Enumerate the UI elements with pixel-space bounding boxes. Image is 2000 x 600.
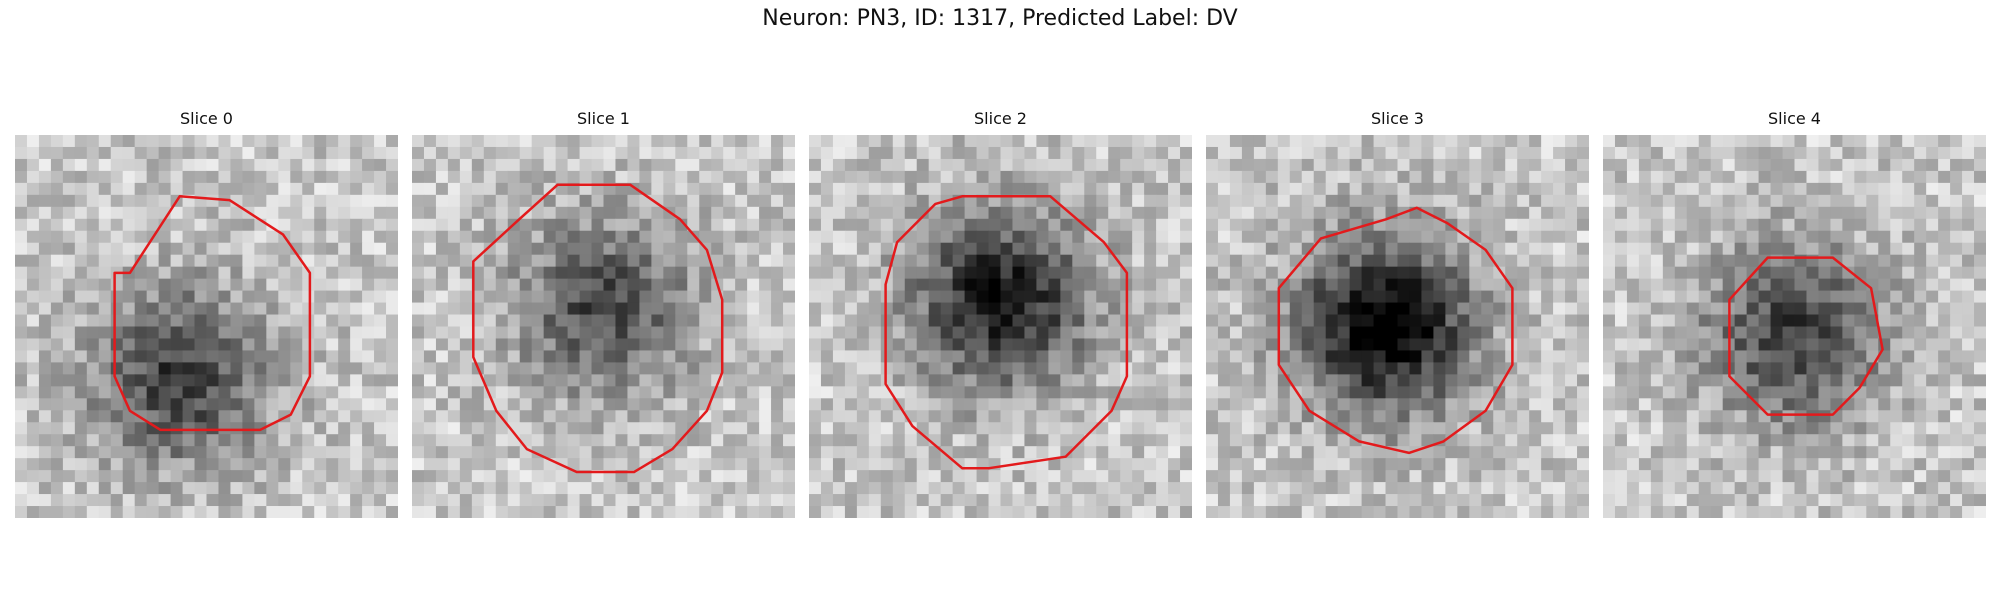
figure-title: Neuron: PN3, ID: 1317, Predicted Label: … xyxy=(762,6,1238,31)
slice-image-0 xyxy=(15,135,398,518)
slice-title-2: Slice 2 xyxy=(974,109,1027,128)
pixel-mosaic xyxy=(15,135,398,518)
slice-title-3: Slice 3 xyxy=(1371,109,1424,128)
pixel-mosaic xyxy=(809,135,1192,518)
slice-title-4: Slice 4 xyxy=(1768,109,1821,128)
roi-contour xyxy=(1728,256,1884,416)
slice-panel-4: Slice 4 xyxy=(1603,107,1986,518)
pixel-mosaic xyxy=(412,135,795,518)
pixel-mosaic xyxy=(1603,135,1986,518)
slice-panel-2: Slice 2 xyxy=(809,107,1192,518)
roi-contour xyxy=(884,195,1129,470)
slice-title-0: Slice 0 xyxy=(180,109,233,128)
slice-image-2 xyxy=(809,135,1192,518)
roi-contour xyxy=(113,195,312,432)
slice-panel-3: Slice 3 xyxy=(1206,107,1589,518)
pixel-mosaic xyxy=(1206,135,1589,518)
slice-panel-1: Slice 1 xyxy=(412,107,795,518)
slice-title-1: Slice 1 xyxy=(577,109,630,128)
slice-image-1 xyxy=(412,135,795,518)
roi-contour xyxy=(472,183,724,474)
slice-panel-0: Slice 0 xyxy=(15,107,398,518)
slice-image-3 xyxy=(1206,135,1589,518)
slice-image-4 xyxy=(1603,135,1986,518)
roi-contour xyxy=(1277,206,1514,455)
